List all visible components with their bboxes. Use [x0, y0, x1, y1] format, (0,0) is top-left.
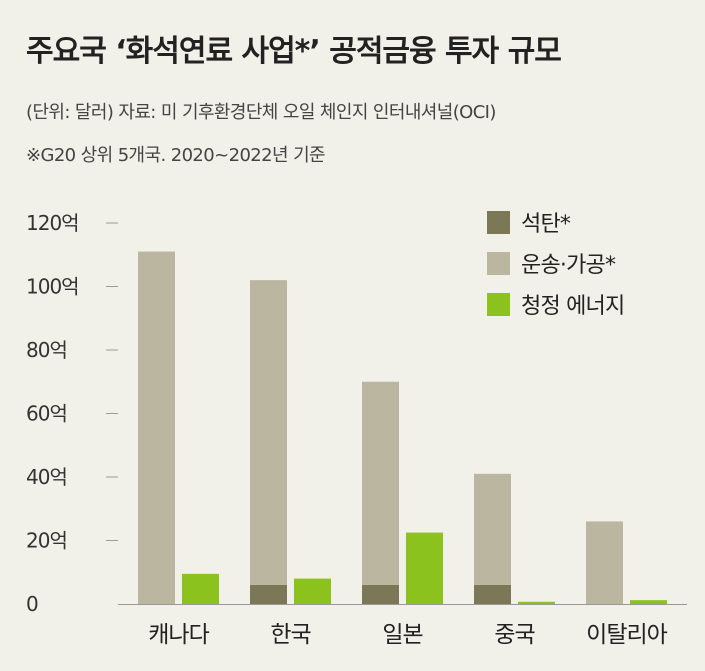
bars: 캐나다 한국 일본 중국 이탈리아	[138, 251, 669, 648]
y-tick-label: 60억	[26, 402, 67, 426]
x-tick-label: 중국	[494, 622, 534, 648]
chart-subtitle-note: ※G20 상위 5개국. 2020~2022년 기준	[26, 145, 326, 166]
y-tick-label: 40억	[26, 465, 67, 489]
legend-label: 운송·가공*	[521, 253, 616, 278]
bar-coal	[362, 584, 399, 604]
legend-label: 석탄*	[521, 212, 571, 237]
x-tick-label: 한국	[270, 622, 310, 648]
legend: 석탄* 운송·가공* 청정 에너지	[487, 211, 625, 319]
bar-transport	[586, 521, 623, 604]
y-axis: 0 20억 40억 60억 80억 100억 120억	[26, 211, 687, 616]
bar-transport	[250, 280, 287, 585]
bar-coal	[474, 584, 511, 604]
bar-transport	[474, 473, 511, 585]
legend-label: 청정 에너지	[521, 294, 624, 319]
x-tick-label: 캐나다	[148, 622, 209, 648]
chart-subtitle-source: (단위: 달러) 자료: 미 기후환경단체 오일 체인지 인터내셔널(OCI)	[26, 102, 496, 123]
bar-clean-energy	[294, 578, 331, 604]
y-tick-label: 120억	[26, 211, 79, 235]
bar-clean-energy	[182, 573, 219, 604]
y-tick-label: 20억	[26, 529, 67, 553]
bar-clean-energy	[518, 601, 555, 604]
x-tick-label: 이탈리아	[586, 622, 667, 648]
bar-coal	[250, 584, 287, 604]
legend-swatch	[487, 252, 510, 275]
bar-clean-energy	[630, 600, 667, 604]
bar-transport	[362, 381, 399, 585]
y-tick-label: 100억	[26, 275, 79, 299]
legend-swatch	[487, 211, 510, 234]
y-tick-label: 0	[26, 592, 38, 616]
bar-transport	[138, 251, 175, 604]
y-tick-label: 80억	[26, 338, 67, 362]
legend-swatch	[487, 293, 510, 316]
chart-title: 주요국 ‘화석연료 사업*’ 공적금융 투자 규모	[26, 34, 562, 69]
x-tick-label: 일본	[382, 622, 422, 648]
bar-clean-energy	[406, 532, 443, 604]
